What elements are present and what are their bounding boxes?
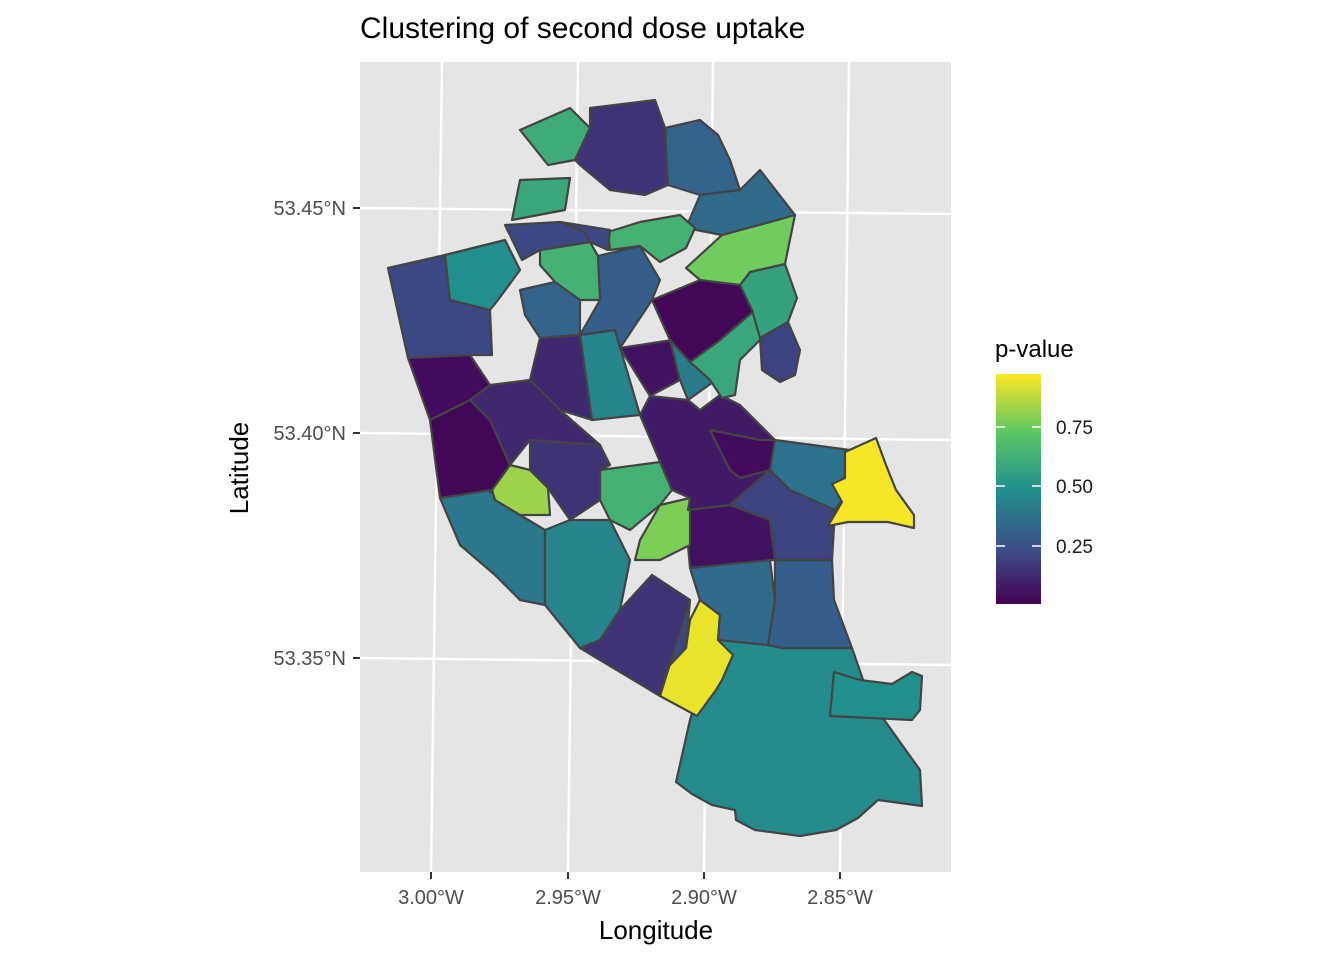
ward-regions bbox=[386, 98, 924, 838]
ward-south-teal-a bbox=[688, 558, 777, 647]
x-tick-label: 2.95°W bbox=[535, 887, 601, 909]
x-axis-title: Longitude bbox=[599, 915, 713, 945]
ward-east-blue bbox=[728, 468, 837, 562]
ward-east-blue bbox=[758, 320, 802, 384]
ward-south-teal-b bbox=[766, 558, 854, 650]
legend-colorbar bbox=[996, 374, 1041, 604]
ward-south-east-small bbox=[828, 670, 924, 722]
ward-far-south-blue bbox=[578, 573, 692, 698]
axis-ticks bbox=[353, 207, 841, 879]
ward-north-top-right bbox=[663, 118, 742, 197]
x-tick-label: 2.85°W bbox=[807, 887, 873, 909]
legend: p-value 0.75 0.50 0.25 bbox=[995, 336, 1093, 604]
ward-north-center bbox=[578, 244, 662, 350]
y-axis-title: Latitude bbox=[224, 422, 254, 515]
ward-north-green-left bbox=[510, 176, 572, 222]
ward-west-lime bbox=[490, 463, 552, 517]
chart-title: Clustering of second dose uptake bbox=[360, 12, 805, 45]
y-tick-label: 53.40°N bbox=[274, 423, 347, 445]
x-tick-label: 2.90°W bbox=[671, 887, 737, 909]
ward-northwest-teal bbox=[443, 238, 522, 312]
ward-central-purple-a bbox=[528, 333, 594, 422]
x-tick-label: 3.00°W bbox=[398, 887, 464, 909]
grid-lat-5345 bbox=[360, 206, 951, 216]
ward-north-upper-left bbox=[558, 220, 612, 252]
legend-title: p-value bbox=[995, 336, 1074, 363]
ward-east-yellow bbox=[826, 436, 916, 530]
ward-north-top-center bbox=[573, 98, 670, 197]
legend-label: 0.50 bbox=[1056, 477, 1093, 498]
ward-north-light-green-a bbox=[606, 213, 697, 264]
y-tick-label: 53.35°N bbox=[274, 648, 347, 670]
legend-label: 0.25 bbox=[1056, 537, 1093, 558]
y-tick-label: 53.45°N bbox=[274, 198, 347, 220]
ward-west-purple bbox=[528, 438, 612, 522]
legend-label: 0.75 bbox=[1056, 418, 1093, 439]
ward-north-light-green-a bbox=[538, 240, 602, 302]
